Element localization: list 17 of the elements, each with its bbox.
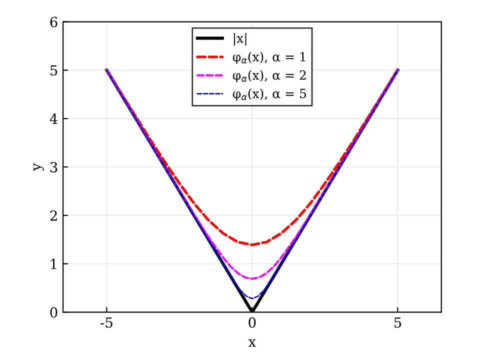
legend-label: φ$_{α}$(x), α = 1 xyxy=(232,52,306,64)
y-tick-label: 1 xyxy=(51,258,56,270)
x-tick-label: 5 xyxy=(394,317,402,328)
legend-label: |x| xyxy=(234,33,246,46)
y-tick-label: 6 xyxy=(50,16,58,28)
y-tick-label: 0 xyxy=(50,307,58,318)
y-axis-title: y xyxy=(34,163,44,171)
y-tick-label: 2 xyxy=(50,210,57,221)
line-series xyxy=(105,68,400,246)
y-tick-label: 4 xyxy=(50,114,58,124)
y-tick-label: 3 xyxy=(50,162,58,172)
x-tick-label: -5 xyxy=(100,317,112,328)
legend-label: φ$_{α}$(x), α = 2 xyxy=(232,70,306,82)
x-tick-label: 0 xyxy=(248,317,256,328)
legend-label: φ$_{α}$(x), α = 5 xyxy=(232,88,306,101)
y-tick-label: 5 xyxy=(50,65,58,76)
x-axis-title: x xyxy=(248,339,256,347)
